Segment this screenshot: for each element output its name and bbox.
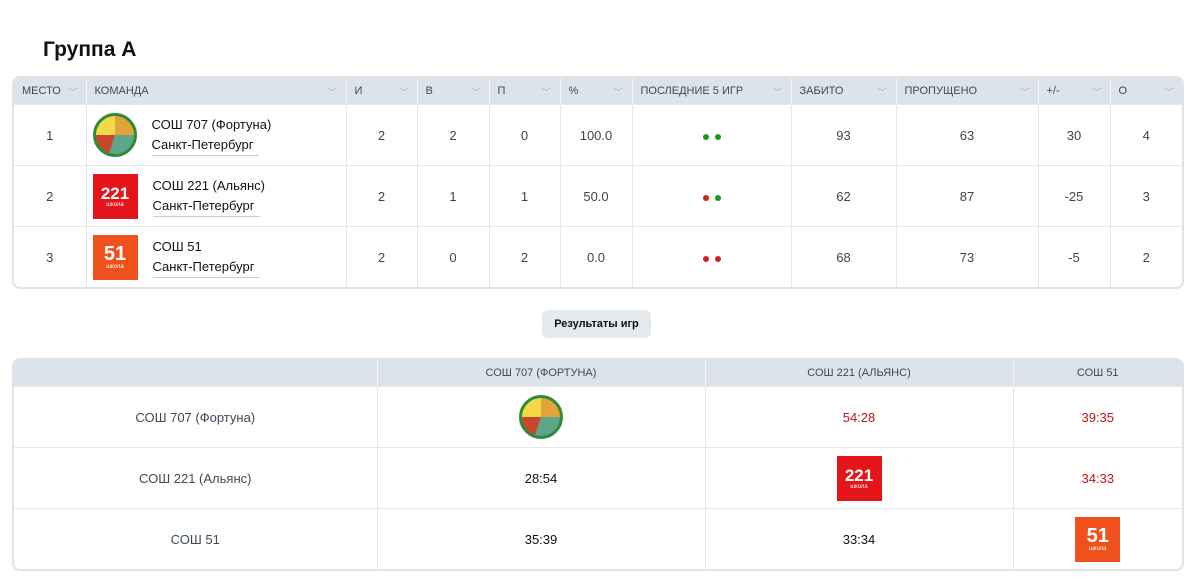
win-dot (714, 133, 721, 140)
chevron-down-icon[interactable]: ﹀ (327, 88, 338, 99)
standings-table: МЕСТО ﹀ КОМАНДА ﹀ И ﹀ В ﹀ П ﹀% ﹀ ПОСЛЕДНИЕ 5 ИГР ﹀ ЗА… (12, 76, 1184, 289)
diff: -5 (1038, 226, 1111, 287)
games: 2 (346, 226, 418, 287)
games: 2 (346, 165, 418, 227)
pct: 100.0 (560, 104, 633, 166)
team-name[interactable]: СОШ 707 (Фортуна) (151, 116, 272, 132)
loss-dot (702, 255, 709, 262)
pct: 0.0 (560, 226, 633, 287)
column-header[interactable]: В ﹀ (417, 78, 490, 105)
losses: 1 (489, 165, 561, 227)
last-5-games (632, 165, 792, 227)
last-5-games (632, 104, 792, 166)
chevron-down-icon[interactable]: ﹀ (1091, 88, 1102, 99)
diff: 30 (1038, 104, 1111, 166)
results-row: СОШ 221 (Альянс) 28:54 221 школа 34:33 (14, 447, 1182, 509)
scored: 93 (791, 104, 897, 166)
scored: 68 (791, 226, 897, 287)
conceded: 73 (896, 226, 1039, 287)
points: 2 (1110, 226, 1182, 287)
games: 2 (346, 104, 418, 166)
losses: 2 (489, 226, 561, 287)
results-column-header (14, 360, 378, 387)
results-team-name: СОШ 707 (Фортуна) (14, 386, 378, 448)
team-logo-707 (92, 113, 137, 157)
column-header[interactable]: И ﹀ (346, 78, 418, 105)
score-cell: 35:39 (377, 508, 706, 569)
score-cell: 54:28 (705, 386, 1014, 448)
chevron-down-icon[interactable]: ﹀ (398, 88, 409, 99)
losses: 0 (489, 104, 561, 166)
team-name[interactable]: СОШ 221 (Альянс) (152, 177, 265, 193)
wins: 0 (417, 226, 490, 287)
score-cell: 33:34 (705, 508, 1014, 569)
team-name[interactable]: СОШ 51 (152, 238, 202, 254)
score-cell: 34:33 (1013, 447, 1182, 509)
chevron-down-icon[interactable]: ﹀ (877, 88, 888, 99)
points: 4 (1110, 104, 1182, 166)
results-team-name: СОШ 221 (Альянс) (14, 447, 378, 509)
conceded: 63 (896, 104, 1039, 166)
team-logo-707 (519, 395, 563, 439)
chevron-down-icon[interactable]: ﹀ (1019, 88, 1030, 99)
team-logo-221: 221 школа (92, 173, 138, 219)
column-header[interactable]: МЕСТО ﹀ (14, 78, 87, 105)
place: 3 (14, 226, 87, 287)
results-column-header: СОШ 221 (АЛЬЯНС) (705, 360, 1014, 387)
team-city: Санкт-Петербург (152, 257, 261, 278)
score-cell: 28:54 (377, 447, 706, 509)
team-logo-51: 51 школа (1075, 516, 1121, 562)
chevron-down-icon[interactable]: ﹀ (613, 88, 624, 99)
column-header[interactable]: КОМАНДА ﹀ (86, 78, 347, 105)
loss-dot (702, 194, 709, 201)
points: 3 (1110, 165, 1182, 227)
loss-dot (714, 255, 721, 262)
chevron-down-icon[interactable]: ﹀ (772, 88, 783, 99)
win-dot (702, 133, 709, 140)
self-match-cell: 51 школа (1013, 508, 1182, 569)
results-column-header: СОШ 707 (ФОРТУНА) (377, 360, 706, 387)
pct: 50.0 (560, 165, 633, 227)
column-header[interactable]: ПОСЛЕДНИЕ 5 ИГР ﹀ (632, 78, 792, 105)
chevron-down-icon[interactable]: ﹀ (541, 88, 552, 99)
place: 1 (14, 104, 87, 166)
table-row: 3 51 школа СОШ 51 Санкт-Петербург 2 0 2 0.0 68 73-… (14, 226, 1182, 287)
score-cell: 39:35 (1013, 386, 1182, 448)
chevron-down-icon[interactable]: ﹀ (470, 88, 481, 99)
table-row: 1 СОШ 707 (Фортуна) Санкт-Петербург 2 2 0 100.… (14, 104, 1182, 166)
table-row: 2 221 школа СОШ 221 (Альянс) Санкт-Петербург… (14, 165, 1182, 227)
column-header[interactable]: П ﹀ (489, 78, 561, 105)
chevron-down-icon[interactable]: ﹀ (67, 88, 78, 99)
results-button[interactable]: Результаты игр (542, 310, 651, 338)
column-header[interactable]: ПРОПУЩЕНО ﹀ (896, 78, 1039, 105)
results-team-name: СОШ 51 (14, 508, 378, 569)
wins: 2 (417, 104, 490, 166)
results-row: СОШ 51 35:39 33:34 51 школа (14, 508, 1182, 569)
column-header[interactable]: ЗАБИТО ﹀ (791, 78, 897, 105)
wins: 1 (417, 165, 490, 227)
team-logo-221: 221 школа (836, 455, 882, 501)
results-table: СОШ 707 (ФОРТУНА) СОШ 221 (АЛЬЯНС) СОШ 51 … (12, 358, 1184, 571)
last-5-games (632, 226, 792, 287)
diff: -25 (1038, 165, 1111, 227)
place: 2 (14, 165, 87, 227)
results-column-header: СОШ 51 (1013, 360, 1182, 387)
column-header[interactable]: О ﹀ (1110, 78, 1182, 105)
team-logo-51: 51 школа (92, 234, 138, 280)
group-title: Группа A (43, 38, 137, 61)
self-match-cell: 221 школа (705, 447, 1014, 509)
team-city: Санкт-Петербург (152, 196, 261, 217)
win-dot (714, 194, 721, 201)
scored: 62 (791, 165, 897, 227)
column-header[interactable]: +/- ﹀ (1038, 78, 1111, 105)
self-match-cell (377, 386, 706, 448)
conceded: 87 (896, 165, 1039, 227)
column-header[interactable]: % ﹀ (560, 78, 633, 105)
team-city: Санкт-Петербург (151, 135, 260, 156)
results-row: СОШ 707 (Фортуна) 54:28 39:35 (14, 386, 1182, 448)
chevron-down-icon[interactable]: ﹀ (1164, 88, 1174, 99)
